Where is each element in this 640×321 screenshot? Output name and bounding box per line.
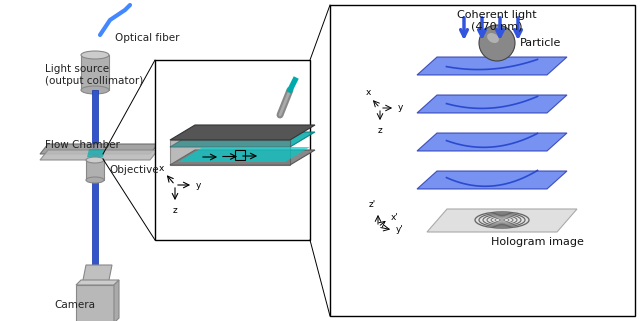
Polygon shape xyxy=(114,280,119,321)
Polygon shape xyxy=(40,144,158,154)
Polygon shape xyxy=(427,209,577,232)
Bar xyxy=(155,60,310,240)
Polygon shape xyxy=(81,55,109,90)
Polygon shape xyxy=(40,150,158,160)
Polygon shape xyxy=(170,132,315,147)
Ellipse shape xyxy=(81,51,109,59)
Polygon shape xyxy=(170,150,315,165)
Ellipse shape xyxy=(86,157,104,163)
Text: x: x xyxy=(158,164,164,173)
Text: z': z' xyxy=(369,200,376,209)
Bar xyxy=(330,5,635,316)
Text: Light source
(output collimator): Light source (output collimator) xyxy=(45,64,143,86)
Text: Particle: Particle xyxy=(520,38,561,48)
Polygon shape xyxy=(417,57,567,75)
Ellipse shape xyxy=(86,177,104,183)
Polygon shape xyxy=(417,133,567,151)
Text: Flow Chamber: Flow Chamber xyxy=(45,140,120,150)
Text: y': y' xyxy=(396,225,404,235)
Polygon shape xyxy=(170,140,290,165)
Text: y: y xyxy=(398,103,403,112)
Text: Camera: Camera xyxy=(54,300,95,310)
Polygon shape xyxy=(82,265,112,285)
Text: Objective: Objective xyxy=(109,165,159,175)
Polygon shape xyxy=(86,160,104,180)
Text: z: z xyxy=(173,206,177,215)
Text: Optical fiber: Optical fiber xyxy=(115,33,179,43)
Polygon shape xyxy=(92,90,98,265)
Text: Hologram image: Hologram image xyxy=(491,237,584,247)
Polygon shape xyxy=(170,125,315,140)
FancyBboxPatch shape xyxy=(76,285,114,321)
Ellipse shape xyxy=(479,25,515,61)
Bar xyxy=(235,150,245,160)
Polygon shape xyxy=(178,147,310,162)
Polygon shape xyxy=(87,149,105,157)
Polygon shape xyxy=(417,171,567,189)
Ellipse shape xyxy=(81,86,109,94)
Polygon shape xyxy=(76,280,119,285)
Text: Coherent light
(470 nm): Coherent light (470 nm) xyxy=(457,10,537,31)
Text: y: y xyxy=(196,180,202,189)
Text: x: x xyxy=(365,88,371,97)
Ellipse shape xyxy=(487,33,499,43)
Text: z: z xyxy=(378,126,382,135)
Polygon shape xyxy=(417,95,567,113)
Text: x': x' xyxy=(391,213,399,221)
